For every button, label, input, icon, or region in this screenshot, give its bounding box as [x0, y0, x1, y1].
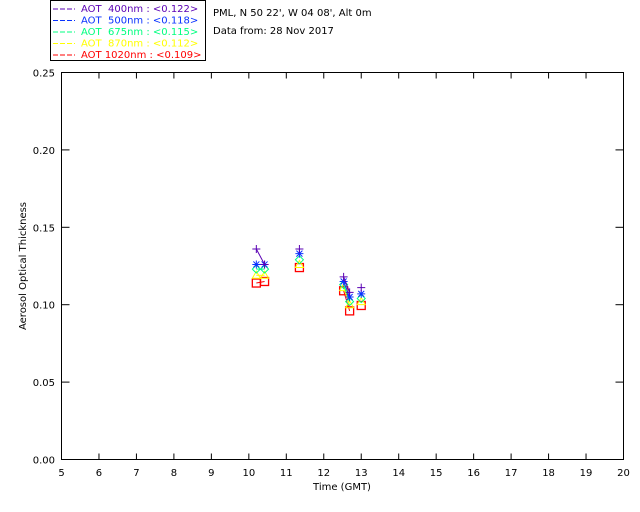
series-line: [255, 248, 266, 265]
y-tick-label: 0.05: [33, 378, 55, 389]
x-axis: 5 6 7 8 9 10 11 12 13 14 15 16 17 18 19 20: [58, 72, 630, 479]
asterisk-marker: [345, 292, 354, 301]
x-tick-label: 19: [580, 468, 593, 479]
plus-marker: [339, 272, 348, 281]
x-tick-label: 7: [133, 468, 139, 479]
x-tick-label: 18: [542, 468, 555, 479]
series-line: [343, 281, 351, 298]
plus-marker: [295, 244, 304, 253]
x-tick-label: 10: [242, 468, 255, 479]
y-tick-label: 0.10: [33, 301, 55, 312]
series-asterisk: [252, 249, 366, 301]
square-marker: [356, 300, 366, 311]
y-tick-label: 0.00: [33, 456, 55, 467]
data-date: Data from: 28 Nov 2017: [213, 26, 334, 37]
asterisk-marker: [252, 260, 261, 269]
plus-marker: [260, 260, 269, 269]
x-tick-label: 14: [392, 468, 405, 479]
y-axis-label: Aerosol Optical Thickness: [18, 202, 29, 330]
x-tick-label: 15: [430, 468, 443, 479]
x-tick-label: 6: [96, 468, 102, 479]
data-marks: [251, 244, 367, 316]
y-axis: 0.00 0.05 0.10 0.15 0.20 0.25: [33, 69, 624, 467]
series-line: [343, 276, 351, 293]
legend-label: AOT 500nm : <0.118>: [81, 16, 198, 27]
plus-marker: [345, 288, 354, 297]
asterisk-marker: [339, 277, 348, 286]
legend: AOT 400nm : <0.122>AOT 500nm : <0.118>AO…: [53, 4, 201, 61]
x-tick-label: 17: [505, 468, 518, 479]
asterisk-marker: [295, 249, 304, 258]
x-axis-label: Time (GMT): [312, 482, 371, 493]
x-tick-label: 9: [208, 468, 214, 479]
x-tick-label: 16: [467, 468, 480, 479]
x-tick-label: 20: [617, 468, 630, 479]
x-tick-label: 12: [317, 468, 330, 479]
plus-marker: [357, 283, 366, 292]
y-tick-label: 0.25: [33, 69, 55, 80]
legend-label: AOT 1020nm : <0.109>: [81, 50, 201, 61]
series-triangle: [251, 259, 367, 309]
y-tick-label: 0.20: [33, 146, 55, 157]
square-marker: [259, 276, 270, 287]
triangle-marker: [294, 259, 305, 268]
triangle-marker: [259, 270, 270, 279]
y-tick-label: 0.15: [33, 223, 55, 234]
plot-frame: [61, 72, 624, 460]
x-tick-label: 8: [171, 468, 177, 479]
site-info: PML, N 50 22', W 04 08', Alt 0m: [213, 8, 372, 19]
plus-marker: [252, 244, 261, 253]
legend-label: AOT 400nm : <0.122>: [81, 4, 198, 15]
x-tick-label: 5: [58, 468, 64, 479]
square-marker: [344, 306, 355, 316]
triangle-marker: [251, 270, 262, 279]
legend-box: [50, 0, 206, 61]
legend-label: AOT 870nm : <0.112>: [81, 39, 198, 50]
asterisk-marker: [357, 289, 366, 298]
x-tick-label: 11: [280, 468, 293, 479]
series-plus: [252, 244, 366, 297]
x-tick-label: 13: [355, 468, 368, 479]
legend-label: AOT 675nm : <0.115>: [81, 27, 198, 38]
diamond-marker: [294, 255, 305, 265]
